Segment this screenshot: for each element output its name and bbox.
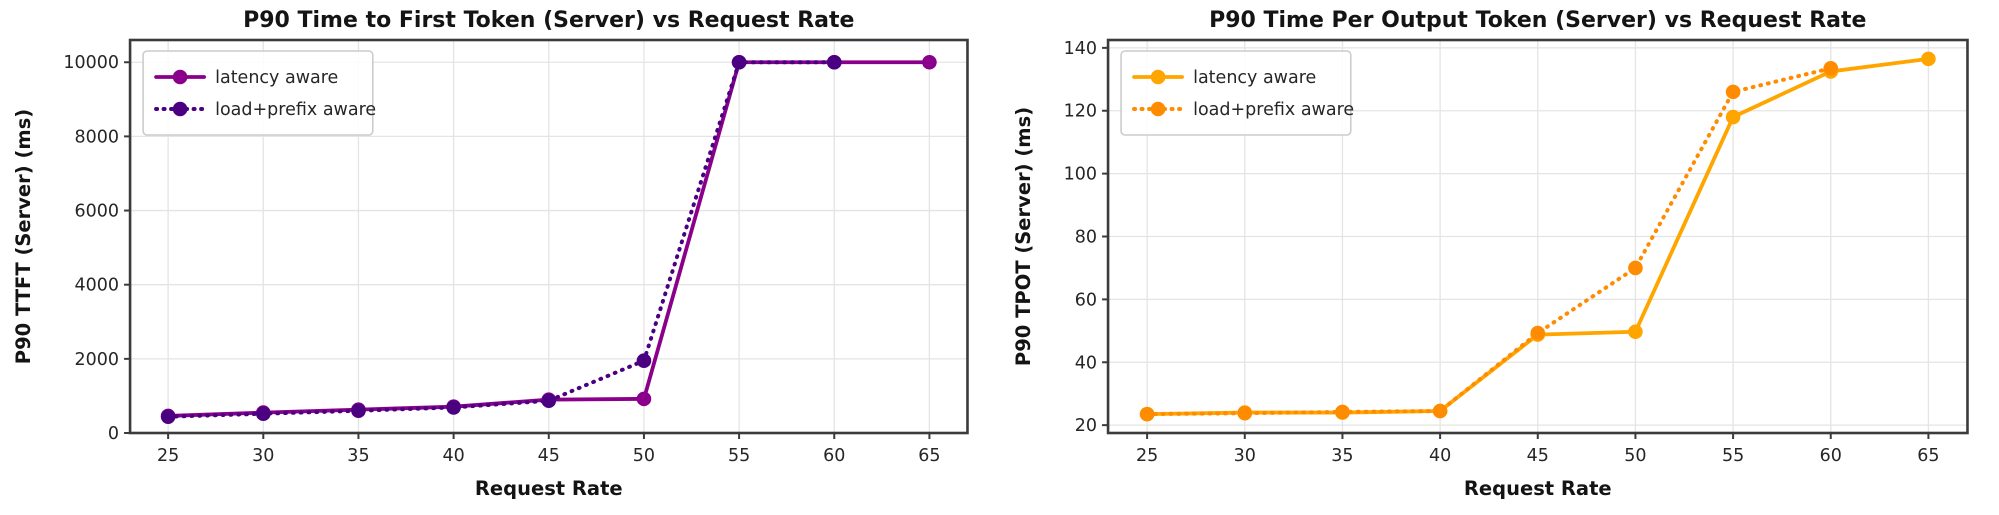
series-line xyxy=(166,60,837,419)
x-axis-tick-label: 25 xyxy=(1135,446,1157,466)
y-axis-tick-label: 80 xyxy=(1074,228,1096,248)
y-axis-label: P90 TPOT (Server) (ms) xyxy=(1012,107,1035,366)
data-point-marker xyxy=(636,391,652,407)
chart-title: P90 Time Per Output Token (Server) vs Re… xyxy=(1209,8,1866,33)
legend: latency aware load+prefix aware xyxy=(142,50,376,136)
y-axis-tick-label: 8000 xyxy=(75,127,120,147)
y-axis-label: P90 TTFT (Server) (ms) xyxy=(12,109,35,364)
data-point-marker xyxy=(826,54,842,70)
y-axis-tick-label: 20 xyxy=(1074,416,1096,436)
x-axis: 25 30 35 40 45 50 55 60 65 xyxy=(1135,433,1939,466)
y-axis-tick-label: 100 xyxy=(1063,165,1096,185)
y-axis-tick-label: 40 xyxy=(1074,353,1096,373)
legend-box xyxy=(142,50,374,136)
data-point-marker xyxy=(1334,404,1350,420)
x-axis-tick-label: 60 xyxy=(823,446,845,466)
data-point-marker xyxy=(1822,60,1838,76)
legend-box xyxy=(1119,50,1352,136)
data-point-marker xyxy=(1139,406,1154,422)
data-point-marker xyxy=(1725,109,1740,125)
data-point-marker xyxy=(731,54,747,70)
chart-title: P90 Time to First Token (Server) vs Requ… xyxy=(243,8,854,33)
tpot-chart-svg: 25 30 35 40 45 50 55 60 65 20 40 60 80 100 120 140 P90 T… xyxy=(1012,8,1969,500)
x-axis-tick-label: 25 xyxy=(157,446,179,466)
data-point-marker xyxy=(1627,260,1643,276)
x-axis-tick-label: 50 xyxy=(633,446,655,466)
legend-sample-marker xyxy=(172,101,188,117)
legend-item-label: latency aware xyxy=(215,68,338,88)
x-axis-tick-label: 30 xyxy=(1233,446,1255,466)
y-axis: 20 40 60 80 100 120 140 xyxy=(1063,39,1108,436)
tpot-chart: 25 30 35 40 45 50 55 60 65 20 40 60 80 100 120 140 P90 T… xyxy=(1000,0,1999,515)
data-point-marker xyxy=(160,409,176,424)
y-axis-tick-label: 0 xyxy=(108,424,119,444)
data-point-marker xyxy=(541,393,557,409)
data-point-marker xyxy=(1529,325,1545,341)
x-axis-label: Request Rate xyxy=(1463,477,1611,500)
x-axis-tick-label: 45 xyxy=(1526,446,1548,466)
x-axis-tick-label: 65 xyxy=(1917,446,1939,466)
y-axis-tick-label: 120 xyxy=(1063,102,1096,122)
legend-item-label: load+prefix aware xyxy=(215,100,376,120)
x-axis-tick-label: 40 xyxy=(1428,446,1450,466)
data-point-marker xyxy=(1236,405,1252,421)
legend-item-label: load+prefix aware xyxy=(1193,100,1354,120)
x-axis-tick-label: 40 xyxy=(442,446,464,466)
series-load-prefix-aware xyxy=(1139,60,1838,422)
x-axis-tick-label: 30 xyxy=(252,446,274,466)
data-point-marker xyxy=(446,400,461,415)
x-axis: 25 30 35 40 45 50 55 60 65 xyxy=(157,433,941,466)
x-axis-tick-label: 35 xyxy=(347,446,369,466)
x-axis-tick-label: 65 xyxy=(918,446,940,466)
y-axis: 0 2000 4000 6000 8000 10000 xyxy=(63,53,131,444)
data-point-marker xyxy=(351,403,366,419)
x-axis-tick-label: 55 xyxy=(728,446,750,466)
legend: latency aware load+prefix aware xyxy=(1119,50,1354,136)
ttft-chart-svg: 25 30 35 40 45 50 55 60 65 0 2000 4000 6000 8000 10000… xyxy=(12,8,969,500)
ttft-chart: 25 30 35 40 45 50 55 60 65 0 2000 4000 6000 8000 10000… xyxy=(12,8,969,500)
data-point-marker xyxy=(1432,403,1447,419)
x-axis-tick-label: 35 xyxy=(1331,446,1353,466)
data-point-marker xyxy=(922,54,937,70)
legend-sample-marker xyxy=(1150,101,1165,117)
x-axis-tick-label: 50 xyxy=(1624,446,1646,466)
legend-sample-marker xyxy=(1150,69,1165,85)
y-axis-tick-label: 2000 xyxy=(75,350,120,370)
legend-item-label: latency aware xyxy=(1193,68,1316,88)
y-axis-tick-label: 140 xyxy=(1063,39,1096,59)
x-axis-tick-label: 45 xyxy=(538,446,560,466)
y-axis-tick-label: 4000 xyxy=(75,276,120,296)
y-axis-tick-label: 6000 xyxy=(75,202,120,222)
data-point-marker xyxy=(1920,51,1936,67)
series-load-prefix-aware xyxy=(160,54,842,424)
x-axis-label: Request Rate xyxy=(475,477,623,500)
y-axis-tick-label: 60 xyxy=(1074,290,1096,310)
x-axis-tick-label: 60 xyxy=(1819,446,1841,466)
data-point-marker xyxy=(636,353,652,369)
data-point-marker xyxy=(1725,84,1740,100)
data-point-marker xyxy=(1627,324,1643,340)
legend-sample-marker xyxy=(172,69,188,85)
x-axis-tick-label: 55 xyxy=(1721,446,1743,466)
data-point-marker xyxy=(255,406,271,422)
y-axis-tick-label: 10000 xyxy=(63,53,119,73)
series-line xyxy=(1144,66,1833,417)
